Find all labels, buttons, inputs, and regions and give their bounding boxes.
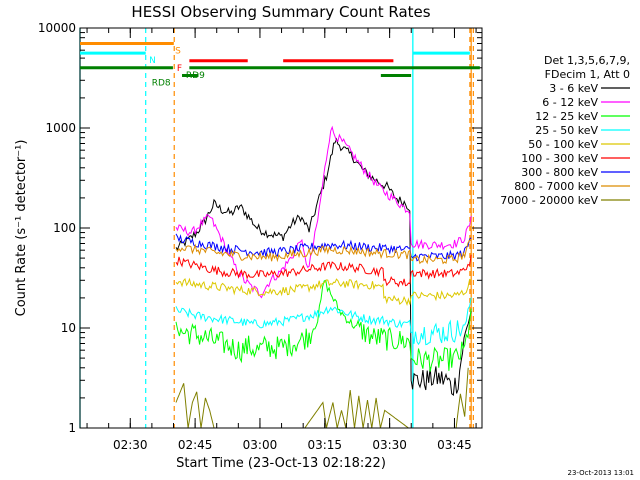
legend-header: FDecim 1, Att 0 — [545, 68, 630, 81]
flag-label: S — [175, 46, 181, 56]
series-line — [175, 137, 472, 396]
x-axis-label: Start Time (23-Oct-13 02:18:22) — [176, 456, 386, 471]
series-line — [175, 279, 472, 372]
y-tick-label: 1 — [68, 421, 76, 435]
legend: Det 1,3,5,6,7,9,FDecim 1, Att 03 - 6 keV… — [500, 54, 630, 207]
legend-entry-label: 100 - 300 keV — [521, 152, 598, 165]
footer-timestamp: 23-Oct-2013 13:01 — [568, 469, 634, 477]
flag-label: F — [177, 64, 182, 74]
legend-entry-label: 7000 - 20000 keV — [500, 194, 598, 207]
legend-entry-label: 50 - 100 keV — [528, 138, 598, 151]
legend-entry-label: 800 - 7000 keV — [514, 180, 598, 193]
legend-entry-label: 6 - 12 keV — [542, 96, 598, 109]
series-line — [175, 233, 472, 262]
x-tick-label: 03:15 — [307, 438, 342, 452]
flag-label: N — [149, 56, 156, 66]
series-line — [175, 125, 472, 299]
y-tick-label: 100 — [53, 221, 76, 235]
x-tick-label: 02:30 — [113, 438, 148, 452]
x-tick-label: 03:30 — [372, 438, 407, 452]
chart-title: HESSI Observing Summary Count Rates — [131, 3, 430, 21]
legend-entry-label: 300 - 800 keV — [521, 166, 598, 179]
legend-header: Det 1,3,5,6,7,9, — [544, 54, 630, 67]
axis-ticks: 1 10 100 1000 10000 02:30 02:45 03:00 03:15 03:30… — [38, 21, 482, 452]
legend-entry-label: 25 - 50 keV — [535, 124, 598, 137]
x-tick-label: 03:00 — [243, 438, 278, 452]
series-line — [175, 297, 472, 346]
flag-bars: SNFRD9RD8 — [80, 41, 480, 88]
x-tick-label: 03:45 — [437, 438, 472, 452]
y-tick-label: 10000 — [38, 21, 76, 35]
x-tick-label: 02:45 — [178, 438, 213, 452]
series-line — [175, 277, 472, 307]
series-line — [175, 239, 472, 265]
y-axis-label: Count Rate (s⁻¹ detector⁻¹) — [14, 140, 29, 317]
series-line — [175, 254, 472, 288]
y-tick-label: 1000 — [45, 121, 76, 135]
y-tick-label: 10 — [61, 321, 76, 335]
plot-area — [79, 28, 474, 429]
legend-entry-label: 12 - 25 keV — [535, 110, 598, 123]
flag-label: RD8 — [152, 78, 171, 88]
legend-entry-label: 3 - 6 keV — [549, 82, 598, 95]
